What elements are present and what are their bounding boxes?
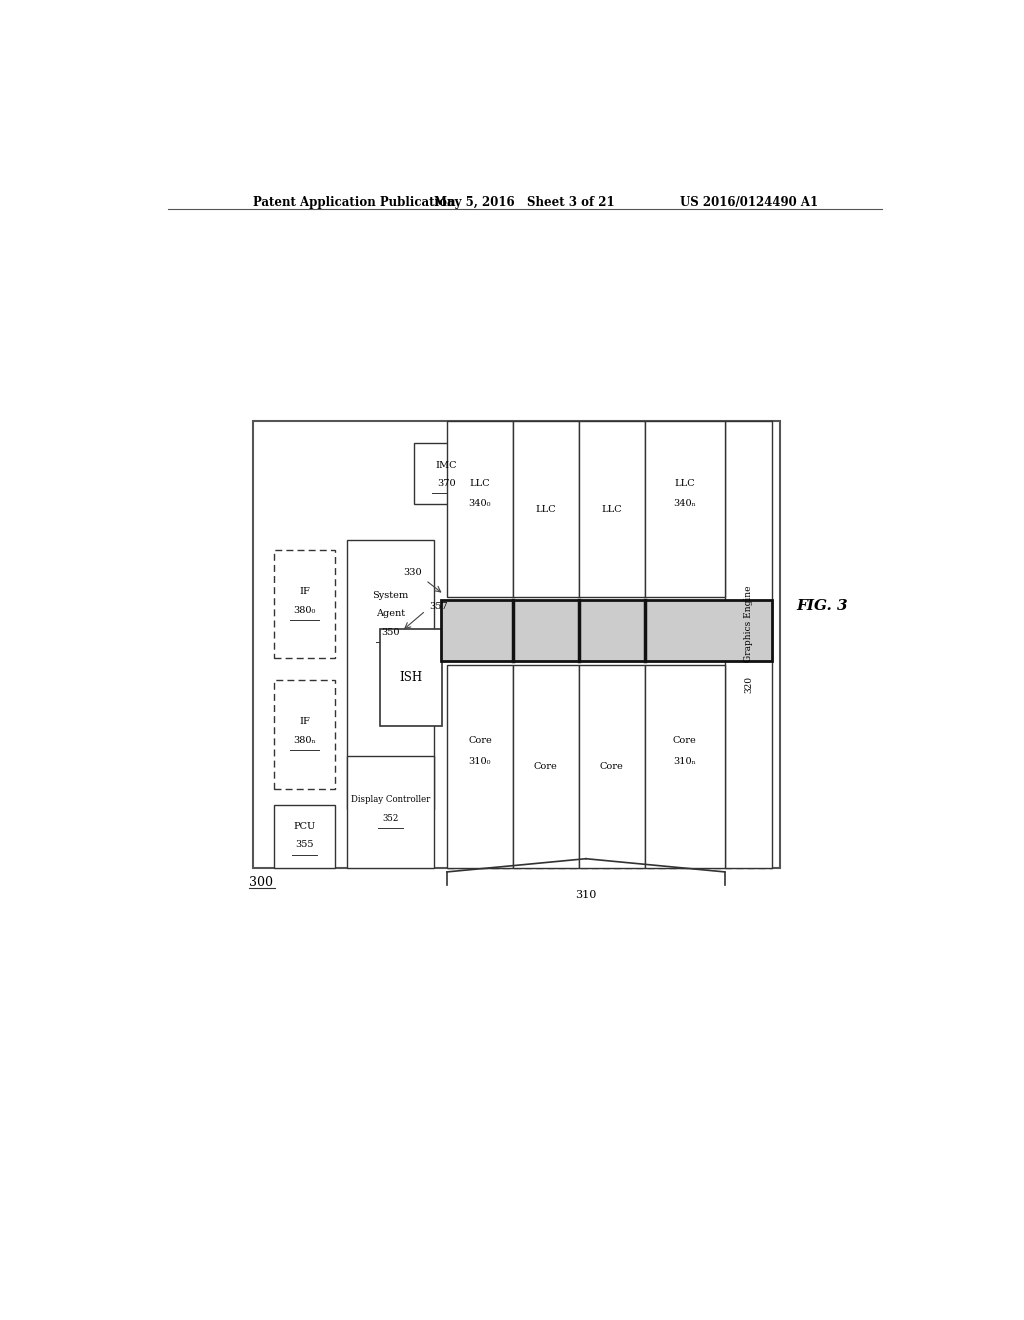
Text: 320: 320 — [744, 676, 753, 693]
Text: Agent: Agent — [376, 610, 406, 618]
Text: 330: 330 — [403, 568, 422, 577]
Text: System: System — [373, 591, 409, 601]
Bar — [447, 421, 772, 867]
Text: ISH: ISH — [399, 671, 423, 684]
Text: LLC: LLC — [536, 504, 556, 513]
Text: 370: 370 — [437, 479, 456, 488]
Bar — [579, 664, 645, 867]
Bar — [447, 664, 513, 867]
Bar — [274, 549, 335, 659]
Text: IMC: IMC — [435, 461, 457, 470]
Bar — [380, 630, 442, 726]
Text: Display Controller: Display Controller — [351, 795, 430, 804]
Text: 380ₙ: 380ₙ — [293, 735, 316, 744]
Bar — [645, 421, 725, 598]
Text: Core: Core — [534, 762, 558, 771]
Text: IF: IF — [299, 587, 310, 597]
Text: May 5, 2016   Sheet 3 of 21: May 5, 2016 Sheet 3 of 21 — [434, 195, 615, 209]
Bar — [513, 421, 579, 598]
Text: 300: 300 — [250, 876, 273, 888]
Text: PCU: PCU — [294, 821, 315, 830]
Text: 340ₙ: 340ₙ — [673, 499, 696, 508]
Bar — [274, 680, 335, 788]
Bar — [447, 421, 513, 598]
Text: 310₀: 310₀ — [469, 756, 492, 766]
Text: Core: Core — [468, 737, 492, 746]
Text: 380₀: 380₀ — [294, 606, 315, 615]
Bar — [414, 444, 479, 504]
Text: LLC: LLC — [675, 479, 695, 488]
Text: Graphics Engine: Graphics Engine — [744, 586, 753, 663]
Text: 310: 310 — [575, 890, 597, 900]
Text: 352: 352 — [383, 813, 399, 822]
Bar — [347, 756, 434, 867]
Text: US 2016/0124490 A1: US 2016/0124490 A1 — [680, 195, 818, 209]
Bar — [347, 540, 434, 809]
Bar — [441, 599, 772, 660]
Bar — [513, 664, 579, 867]
Text: Core: Core — [600, 762, 624, 771]
Text: 350: 350 — [381, 627, 400, 636]
Text: 340₀: 340₀ — [469, 499, 492, 508]
Bar — [253, 421, 780, 867]
Bar — [645, 664, 725, 867]
Bar — [579, 421, 645, 598]
Text: 357: 357 — [430, 602, 449, 611]
Text: 355: 355 — [295, 840, 313, 849]
Text: LLC: LLC — [601, 504, 622, 513]
Text: FIG. 3: FIG. 3 — [797, 598, 848, 612]
Text: Core: Core — [673, 737, 696, 746]
Text: 310ₙ: 310ₙ — [673, 756, 696, 766]
Bar — [725, 421, 772, 867]
Bar — [274, 805, 335, 867]
Text: Patent Application Publication: Patent Application Publication — [253, 195, 456, 209]
Text: LLC: LLC — [470, 479, 490, 488]
Text: IF: IF — [299, 718, 310, 726]
